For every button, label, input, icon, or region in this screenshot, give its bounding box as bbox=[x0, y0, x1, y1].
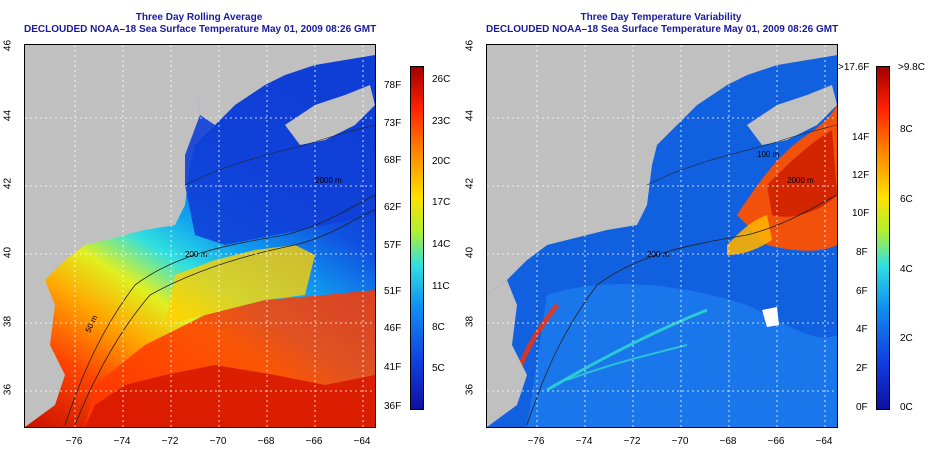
right-contour-label-200m: 200 m bbox=[647, 250, 670, 259]
right-cb-f-0: 0F bbox=[856, 402, 868, 413]
right-cb-c-6: 6C bbox=[900, 194, 913, 205]
right-title-line1: Three Day Temperature Variability bbox=[580, 12, 742, 23]
right-lon-72: −72 bbox=[623, 436, 641, 447]
right-lon-68: −68 bbox=[719, 436, 737, 447]
right-lat-40: 40 bbox=[464, 246, 476, 259]
left-title-line1: Three Day Rolling Average bbox=[135, 12, 263, 23]
right-cb-f-6: 6F bbox=[856, 286, 868, 297]
left-cb-f-36: 36F bbox=[384, 401, 402, 412]
left-lat-38: 38 bbox=[2, 315, 14, 328]
left-map: 2000 m 200 m 50 m bbox=[24, 44, 376, 428]
right-cb-f-2: 2F bbox=[856, 363, 868, 374]
right-lat-36: 36 bbox=[464, 383, 476, 396]
left-title: Three Day Rolling Average DECLOUDED NOAA… bbox=[24, 12, 377, 36]
right-lon-70: −70 bbox=[671, 436, 689, 447]
left-lat-42: 42 bbox=[2, 177, 14, 190]
left-cb-f-46: 46F bbox=[384, 323, 402, 334]
left-contour-label-2000m: 2000 m bbox=[315, 176, 342, 185]
right-cb-c-8: 8C bbox=[900, 124, 913, 135]
right-lon-66: −66 bbox=[767, 436, 785, 447]
left-title-line2: DECLOUDED NOAA–18 Sea Surface Temperatur… bbox=[24, 24, 377, 35]
right-lon-74: −74 bbox=[575, 436, 593, 447]
right-contour-label-2000m: 2000 m bbox=[787, 176, 814, 185]
left-cb-c-23: 23C bbox=[432, 116, 451, 127]
left-cb-f-78: 78F bbox=[384, 80, 402, 91]
left-lat-40: 40 bbox=[2, 246, 14, 259]
left-cb-f-41: 41F bbox=[384, 362, 402, 373]
left-cb-f-73: 73F bbox=[384, 118, 402, 129]
right-cb-c-9-8: >9.8C bbox=[898, 62, 925, 73]
left-colorbar bbox=[410, 66, 424, 410]
right-cb-f-8: 8F bbox=[856, 247, 868, 258]
left-cb-f-62: 62F bbox=[384, 202, 402, 213]
left-cb-f-68: 68F bbox=[384, 155, 402, 166]
right-cb-c-4: 4C bbox=[900, 264, 913, 275]
left-grid bbox=[25, 45, 375, 427]
right-cb-f-4: 4F bbox=[856, 324, 868, 335]
left-cb-c-14: 14C bbox=[432, 239, 451, 250]
right-title: Three Day Temperature Variability DECLOU… bbox=[486, 12, 839, 36]
left-lat-36: 36 bbox=[2, 383, 14, 396]
left-map-image: 2000 m 200 m 50 m bbox=[25, 45, 375, 427]
right-cb-c-2: 2C bbox=[900, 333, 913, 344]
left-cb-c-20: 20C bbox=[432, 156, 451, 167]
left-lon-68: −68 bbox=[257, 436, 275, 447]
right-lat-42: 42 bbox=[464, 177, 476, 190]
right-lon-76: −76 bbox=[527, 436, 545, 447]
right-map-image: 2000 m 200 m 100 m bbox=[487, 45, 837, 427]
right-lon-64: −64 bbox=[815, 436, 833, 447]
right-cb-f-17-6: >17.6F bbox=[838, 62, 870, 73]
left-lon-70: −70 bbox=[209, 436, 227, 447]
right-contour-label-100m: 100 m bbox=[757, 150, 780, 159]
right-cb-f-14: 14F bbox=[852, 132, 870, 143]
right-cb-c-0: 0C bbox=[900, 402, 913, 413]
left-cb-c-26: 26C bbox=[432, 74, 451, 85]
right-cb-f-12: 12F bbox=[852, 170, 870, 181]
left-cb-f-57: 57F bbox=[384, 240, 402, 251]
left-cb-c-11: 11C bbox=[432, 281, 450, 292]
left-lon-72: −72 bbox=[161, 436, 179, 447]
right-lat-46: 46 bbox=[464, 39, 476, 52]
right-colorbar bbox=[876, 66, 890, 410]
right-lat-38: 38 bbox=[464, 315, 476, 328]
left-lon-76: −76 bbox=[65, 436, 83, 447]
left-lat-44: 44 bbox=[2, 109, 14, 122]
left-lon-64: −64 bbox=[353, 436, 371, 447]
left-cb-c-17: 17C bbox=[432, 197, 451, 208]
left-lon-74: −74 bbox=[113, 436, 131, 447]
left-lat-46: 46 bbox=[2, 39, 14, 52]
left-cb-c-5: 5C bbox=[432, 363, 445, 374]
right-cb-f-10: 10F bbox=[852, 208, 870, 219]
left-lon-66: −66 bbox=[305, 436, 323, 447]
right-title-line2: DECLOUDED NOAA–18 Sea Surface Temperatur… bbox=[486, 24, 839, 35]
right-lat-44: 44 bbox=[464, 109, 476, 122]
right-map: 2000 m 200 m 100 m bbox=[486, 44, 838, 428]
left-contour-label-200m: 200 m bbox=[185, 250, 208, 259]
right-grid bbox=[487, 45, 837, 427]
left-cb-c-8: 8C bbox=[432, 322, 445, 333]
left-cb-f-51: 51F bbox=[384, 286, 402, 297]
